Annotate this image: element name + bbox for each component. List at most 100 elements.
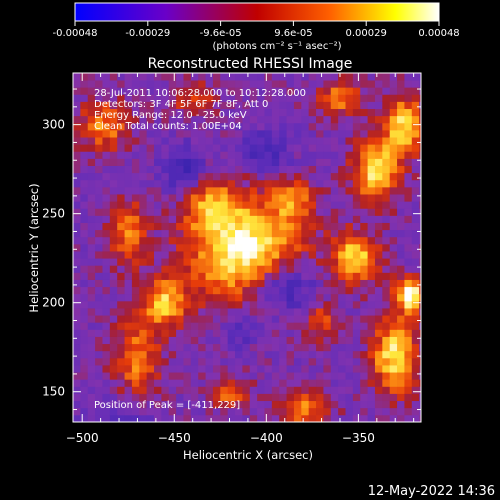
heatmap-cell — [257, 293, 265, 302]
heatmap-cell — [264, 350, 273, 359]
heatmap-cell — [352, 122, 361, 131]
heatmap-cell — [323, 365, 332, 373]
heatmap-cell — [404, 400, 413, 409]
heatmap-cell — [397, 279, 405, 288]
heatmap-cell — [146, 158, 155, 166]
heatmap-cell — [249, 329, 258, 337]
heatmap-cell — [330, 158, 339, 166]
heatmap-cell — [235, 336, 243, 345]
heatmap-cell — [249, 229, 258, 238]
heatmap-cell — [301, 186, 310, 195]
heatmap-cell — [264, 315, 273, 323]
heatmap-cell — [73, 194, 81, 202]
heatmap-cell — [124, 386, 133, 394]
heatmap-cell — [183, 151, 192, 159]
heatmap-cell — [146, 80, 155, 88]
heatmap-cell — [411, 293, 420, 302]
heatmap-cell — [220, 272, 229, 280]
heatmap-cell — [117, 258, 125, 266]
y-tick-label: 250 — [42, 207, 65, 221]
heatmap-cell — [374, 137, 383, 145]
heatmap-cell — [345, 144, 354, 152]
heatmap-cell — [352, 87, 361, 95]
heatmap-cell — [242, 172, 251, 181]
heatmap-cell — [73, 407, 81, 416]
heatmap-cell — [131, 236, 140, 245]
heatmap-cell — [301, 279, 310, 288]
heatmap-cell — [345, 222, 354, 231]
heatmap-cell — [109, 386, 118, 394]
heatmap-cell — [124, 393, 133, 402]
heatmap-cell — [183, 407, 192, 416]
heatmap-cell — [95, 357, 103, 366]
heatmap-cell — [154, 251, 162, 259]
heatmap-cell — [249, 144, 258, 152]
heatmap-cell — [131, 414, 140, 422]
heatmap-cell — [242, 322, 251, 330]
heatmap-cell — [168, 329, 177, 337]
heatmap-cell — [404, 350, 413, 359]
heatmap-cell — [124, 108, 133, 117]
heatmap-cell — [382, 94, 391, 102]
heatmap-cell — [242, 414, 251, 422]
heatmap-cell — [404, 165, 413, 174]
heatmap-cell — [183, 393, 192, 402]
heatmap-cell — [249, 300, 258, 309]
heatmap-cell — [183, 350, 192, 359]
heatmap-cell — [124, 372, 133, 380]
heatmap-cell — [161, 243, 170, 252]
heatmap-cell — [80, 186, 89, 195]
heatmap-cell — [345, 172, 354, 181]
heatmap-cell — [117, 122, 125, 131]
heatmap-cell — [220, 179, 229, 188]
heatmap-cell — [308, 350, 317, 359]
heatmap-cell — [146, 372, 155, 380]
heatmap-cell — [139, 80, 148, 88]
heatmap-cell — [367, 400, 376, 409]
heatmap-cell — [419, 272, 421, 280]
heatmap-cell — [109, 165, 118, 174]
heatmap-cell — [316, 144, 324, 152]
heatmap-cell — [131, 372, 140, 380]
heatmap-cell — [242, 215, 251, 223]
heatmap-cell — [352, 350, 361, 359]
heatmap-cell — [227, 343, 236, 352]
heatmap-cell — [330, 279, 339, 288]
heatmap-cell — [345, 122, 354, 131]
heatmap-cell — [95, 144, 103, 152]
heatmap-cell — [176, 108, 184, 117]
heatmap-cell — [257, 414, 265, 422]
heatmap-cell — [301, 386, 310, 394]
heatmap-cell — [352, 73, 361, 81]
heatmap-cell — [352, 94, 361, 102]
heatmap-cell — [220, 414, 229, 422]
heatmap-cell — [271, 393, 280, 402]
heatmap-cell — [271, 115, 280, 124]
heatmap-cell — [404, 407, 413, 416]
heatmap-cell — [161, 251, 170, 259]
heatmap-cell — [374, 236, 383, 245]
heatmap-cell — [139, 350, 148, 359]
heatmap-cell — [212, 350, 221, 359]
heatmap-cell — [249, 315, 258, 323]
heatmap-cell — [212, 329, 221, 337]
heatmap-cell — [279, 372, 287, 380]
heatmap-cell — [205, 208, 214, 216]
heatmap-cell — [382, 122, 391, 131]
heatmap-cell — [73, 222, 81, 231]
heatmap-cell — [301, 393, 310, 402]
heatmap-cell — [95, 293, 103, 302]
heatmap-cell — [183, 293, 192, 302]
heatmap-cell — [227, 329, 236, 337]
heatmap-cell — [411, 144, 420, 152]
heatmap-cell — [360, 236, 369, 245]
heatmap-cell — [198, 215, 206, 223]
heatmap-cell — [249, 129, 258, 138]
heatmap-cell — [293, 357, 302, 366]
heatmap-cell — [205, 165, 214, 174]
heatmap-cell — [389, 393, 398, 402]
heatmap-cell — [308, 315, 317, 323]
heatmap-cell — [73, 365, 81, 373]
heatmap-cell — [352, 286, 361, 295]
heatmap-cell — [279, 144, 287, 152]
